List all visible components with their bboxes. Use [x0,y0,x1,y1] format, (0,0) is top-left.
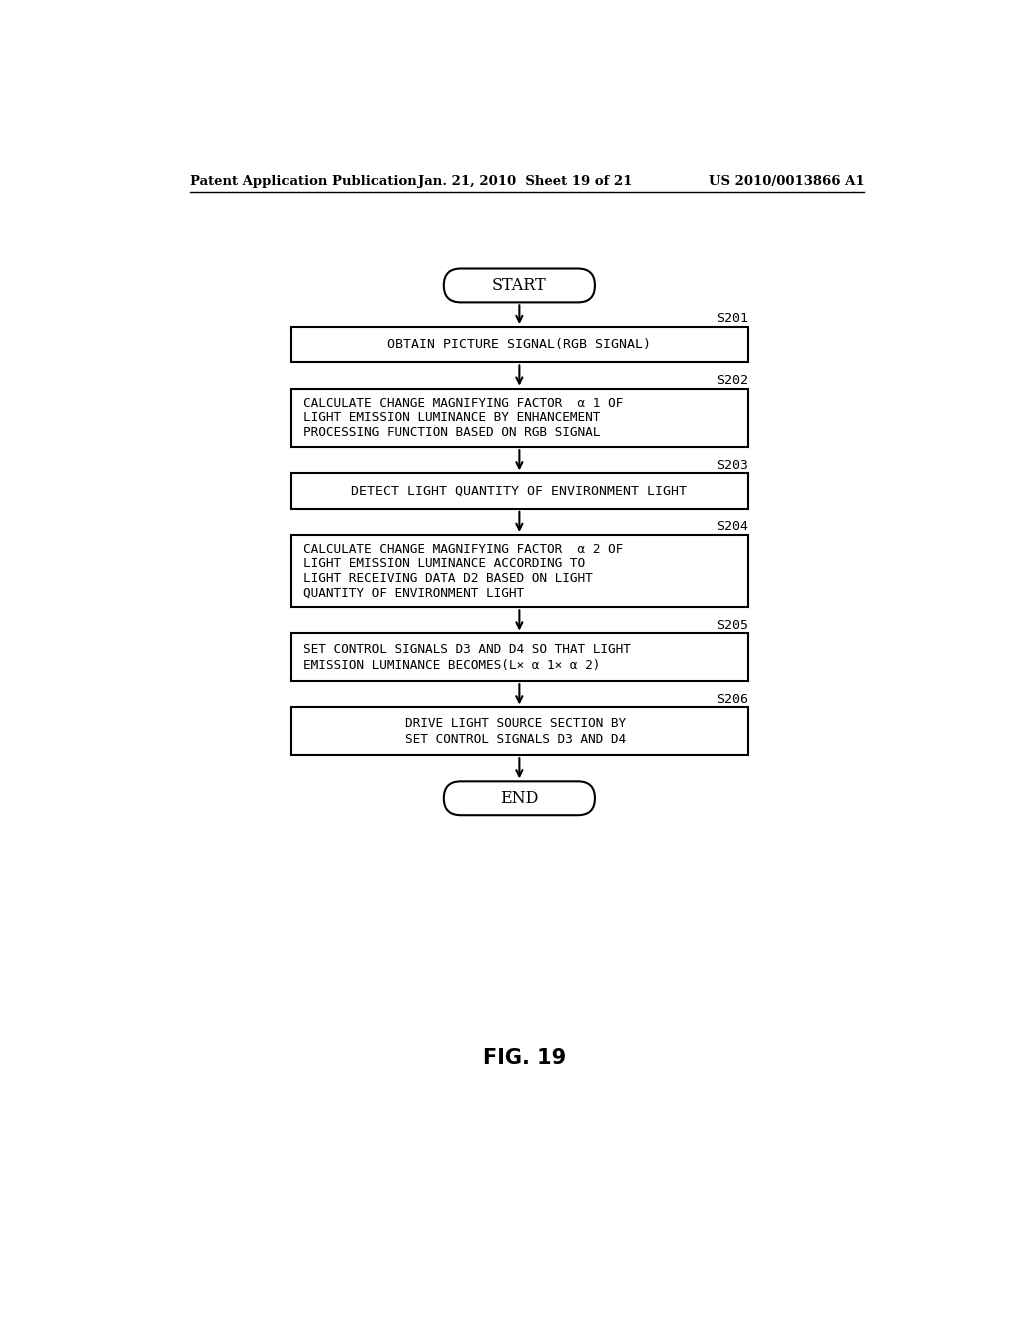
Text: LIGHT EMISSION LUMINANCE BY ENHANCEMENT: LIGHT EMISSION LUMINANCE BY ENHANCEMENT [303,412,600,425]
Text: Jan. 21, 2010  Sheet 19 of 21: Jan. 21, 2010 Sheet 19 of 21 [418,176,632,187]
Text: EMISSION LUMINANCE BECOMES(L× α 1× α 2): EMISSION LUMINANCE BECOMES(L× α 1× α 2) [303,659,600,672]
Bar [291,388,748,447]
Text: DRIVE LIGHT SOURCE SECTION BY: DRIVE LIGHT SOURCE SECTION BY [404,717,626,730]
Text: S202: S202 [716,374,748,387]
Text: S204: S204 [716,520,748,533]
Bar [291,535,748,607]
Text: S203: S203 [716,459,748,471]
Text: START: START [492,277,547,294]
Text: LIGHT EMISSION LUMINANCE ACCORDING TO: LIGHT EMISSION LUMINANCE ACCORDING TO [303,557,586,570]
Text: US 2010/0013866 A1: US 2010/0013866 A1 [709,176,864,187]
Text: S206: S206 [716,693,748,706]
Text: CALCULATE CHANGE MAGNIFYING FACTOR  α 2 OF: CALCULATE CHANGE MAGNIFYING FACTOR α 2 O… [303,543,624,556]
Text: PROCESSING FUNCTION BASED ON RGB SIGNAL: PROCESSING FUNCTION BASED ON RGB SIGNAL [303,426,600,440]
Text: Patent Application Publication: Patent Application Publication [190,176,417,187]
Text: S205: S205 [716,619,748,632]
Text: LIGHT RECEIVING DATA D2 BASED ON LIGHT: LIGHT RECEIVING DATA D2 BASED ON LIGHT [303,572,593,585]
Text: S201: S201 [716,313,748,326]
FancyBboxPatch shape [443,781,595,816]
Text: OBTAIN PICTURE SIGNAL(RGB SIGNAL): OBTAIN PICTURE SIGNAL(RGB SIGNAL) [387,338,651,351]
Text: CALCULATE CHANGE MAGNIFYING FACTOR  α 1 OF: CALCULATE CHANGE MAGNIFYING FACTOR α 1 O… [303,397,624,409]
Bar [291,634,748,681]
Bar [291,327,748,363]
Bar [291,474,748,508]
Bar [291,708,748,755]
Text: SET CONTROL SIGNALS D3 AND D4 SO THAT LIGHT: SET CONTROL SIGNALS D3 AND D4 SO THAT LI… [303,643,631,656]
Text: END: END [500,789,539,807]
FancyBboxPatch shape [443,268,595,302]
Text: QUANTITY OF ENVIRONMENT LIGHT: QUANTITY OF ENVIRONMENT LIGHT [303,586,524,599]
Text: SET CONTROL SIGNALS D3 AND D4: SET CONTROL SIGNALS D3 AND D4 [404,733,626,746]
Text: DETECT LIGHT QUANTITY OF ENVIRONMENT LIGHT: DETECT LIGHT QUANTITY OF ENVIRONMENT LIG… [351,484,687,498]
Text: FIG. 19: FIG. 19 [483,1048,566,1068]
